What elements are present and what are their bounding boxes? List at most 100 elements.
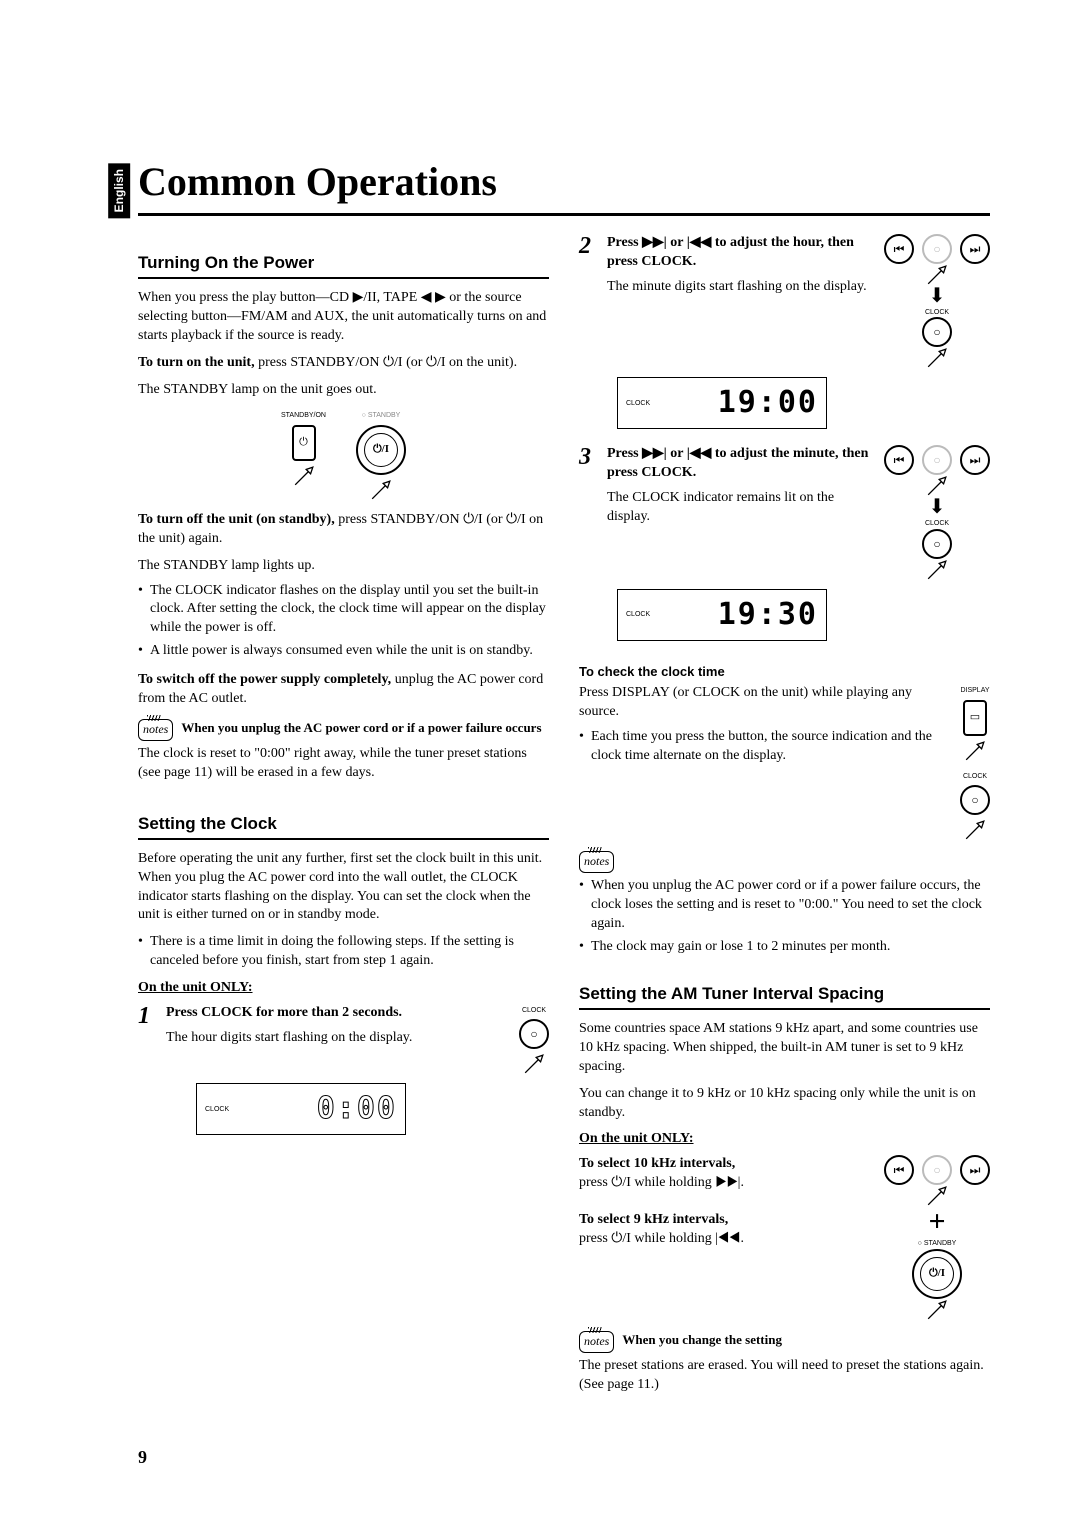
pointer-icon (523, 1053, 545, 1075)
standby-remote-button-icon: ⏻ (292, 425, 316, 461)
step3-buttons-figure: ⏮ ○ ⏭ ⬇ CLOCK ○ (884, 445, 990, 580)
section-divider (579, 1008, 990, 1010)
section-am-tuner: Setting the AM Tuner Interval Spacing (579, 983, 990, 1006)
pointer-icon (926, 347, 948, 369)
note-body: The clock is reset to "0:00" right away,… (138, 745, 549, 783)
notes-icon: notes (138, 719, 173, 741)
standby-on-label: STANDBY/ON (281, 411, 326, 420)
bullet-item: The CLOCK indicator flashes on the displ… (138, 582, 549, 639)
notes-block: notes (579, 851, 990, 873)
standby-unit-knob-icon: ⏻/I (356, 425, 406, 475)
center-button-icon: ○ (922, 445, 952, 475)
step-detail: The minute digits start flashing on the … (607, 278, 870, 297)
notes-icon: notes (579, 851, 614, 873)
standby-lamp-off: The STANDBY lamp on the unit goes out. (138, 381, 549, 400)
display-label: CLOCK (626, 610, 650, 619)
display-panel: CLOCK 0:00 (196, 1083, 406, 1135)
step-instruction: Press ▶▶| or |◀◀ to adjust the minute, t… (607, 445, 870, 483)
notes-block: notes When you change the setting (579, 1331, 990, 1353)
clock-button-icon: ○ (519, 1019, 549, 1049)
pointer-icon (926, 1299, 948, 1321)
pointer-icon (370, 479, 392, 501)
plus-icon: + (928, 1207, 945, 1237)
next-button-icon: ⏭ (960, 1155, 990, 1185)
pointer-icon (926, 559, 948, 581)
prev-button-icon: ⏮ (884, 445, 914, 475)
section-setting-clock: Setting the Clock (138, 813, 549, 836)
pointer-icon (964, 819, 986, 841)
right-column: 2 Press ▶▶| or |◀◀ to adjust the hour, t… (579, 234, 990, 1401)
on-unit-only: On the unit ONLY: (138, 979, 549, 998)
clock-button-figure: CLOCK ○ (519, 1004, 549, 1075)
display-panel: CLOCK 19:00 (617, 377, 827, 429)
page-number: 9 (138, 1445, 147, 1469)
display-label: CLOCK (626, 399, 650, 408)
am-interval-buttons-figure: ⏮ ○ ⏭ + ○ STANDBY ⏻/I (884, 1155, 990, 1320)
note-title: When you change the setting (622, 1331, 782, 1349)
clock-button-icon: ○ (960, 785, 990, 815)
select-9khz: To select 9 kHz intervals, press ⏻/I whi… (579, 1211, 868, 1249)
standby-label: ○ STANDBY (362, 411, 401, 420)
power-intro: When you press the play button—CD ▶/II, … (138, 289, 549, 346)
note-title: When you unplug the AC power cord or if … (181, 719, 541, 737)
bullet-item: A little power is always consumed even w… (138, 642, 549, 661)
left-column: Turning On the Power When you press the … (138, 234, 549, 1401)
step-detail: The CLOCK indicator remains lit on the d… (607, 489, 870, 527)
prev-button-icon: ⏮ (884, 234, 914, 264)
standby-bullets: The CLOCK indicator flashes on the displ… (138, 582, 549, 662)
standby-unit-knob-icon: ⏻/I (912, 1249, 962, 1299)
language-tab: English (108, 163, 130, 218)
prev-button-icon: ⏮ (884, 1155, 914, 1185)
arrow-down-icon: ⬇ (929, 286, 946, 306)
display-value: 19:00 (718, 383, 818, 424)
step2-buttons-figure: ⏮ ○ ⏭ ⬇ CLOCK ○ (884, 234, 990, 369)
clock-bullets: There is a time limit in doing the follo… (138, 933, 549, 971)
display-value: 0:00 (317, 1089, 397, 1130)
clock-button-icon: ○ (922, 529, 952, 559)
step-number: 3 (579, 445, 597, 469)
step-instruction: Press CLOCK for more than 2 seconds. (166, 1004, 509, 1023)
step-instruction: Press ▶▶| or |◀◀ to adjust the hour, the… (607, 234, 870, 272)
bullet-item: Each time you press the button, the sour… (579, 728, 952, 766)
display-panel: CLOCK 19:30 (617, 589, 827, 641)
center-button-icon: ○ (922, 1155, 952, 1185)
turn-on-instruction: To turn on the unit, press STANDBY/ON ⏻/… (138, 354, 549, 373)
subsection-check-clock: To check the clock time (579, 663, 990, 681)
pointer-icon (926, 475, 948, 497)
switch-off-instruction: To switch off the power supply completel… (138, 671, 549, 709)
standby-lamp-on: The STANDBY lamp lights up. (138, 557, 549, 576)
on-unit-only: On the unit ONLY: (579, 1130, 990, 1149)
step-2: 2 Press ▶▶| or |◀◀ to adjust the hour, t… (579, 234, 990, 437)
next-button-icon: ⏭ (960, 445, 990, 475)
am-intro-2: You can change it to 9 kHz or 10 kHz spa… (579, 1085, 990, 1123)
pointer-icon (926, 264, 948, 286)
notes-icon: notes (579, 1331, 614, 1353)
title-divider (138, 213, 990, 216)
step-detail: The hour digits start flashing on the di… (166, 1029, 509, 1048)
center-button-icon: ○ (922, 234, 952, 264)
display-label: CLOCK (205, 1105, 229, 1114)
bullet-item: When you unplug the AC power cord or if … (579, 877, 990, 934)
standby-label: ○ STANDBY (918, 1239, 957, 1248)
display-value: 19:30 (718, 595, 818, 636)
bullet-item: There is a time limit in doing the follo… (138, 933, 549, 971)
check-clock-body: Press DISPLAY (or CLOCK on the unit) whi… (579, 684, 952, 722)
clock-notes-bullets: When you unplug the AC power cord or if … (579, 877, 990, 957)
note-body: The preset stations are erased. You will… (579, 1357, 990, 1395)
am-intro-1: Some countries space AM stations 9 kHz a… (579, 1020, 990, 1077)
arrow-down-icon: ⬇ (929, 497, 946, 517)
check-clock-bullets: Each time you press the button, the sour… (579, 728, 952, 766)
step-1: 1 Press CLOCK for more than 2 seconds. T… (138, 1004, 549, 1143)
page-title: Common Operations (138, 155, 990, 209)
step-number: 1 (138, 1004, 156, 1028)
notes-block: notes When you unplug the AC power cord … (138, 719, 549, 741)
clock-button-icon: ○ (922, 317, 952, 347)
step-number: 2 (579, 234, 597, 258)
pointer-icon (926, 1185, 948, 1207)
step-3: 3 Press ▶▶| or |◀◀ to adjust the minute,… (579, 445, 990, 648)
next-button-icon: ⏭ (960, 234, 990, 264)
pointer-icon (964, 740, 986, 762)
pointer-icon (293, 465, 315, 487)
display-clock-buttons-figure: DISPLAY ▭ CLOCK ○ (960, 684, 990, 841)
bullet-item: The clock may gain or lose 1 to 2 minute… (579, 938, 990, 957)
